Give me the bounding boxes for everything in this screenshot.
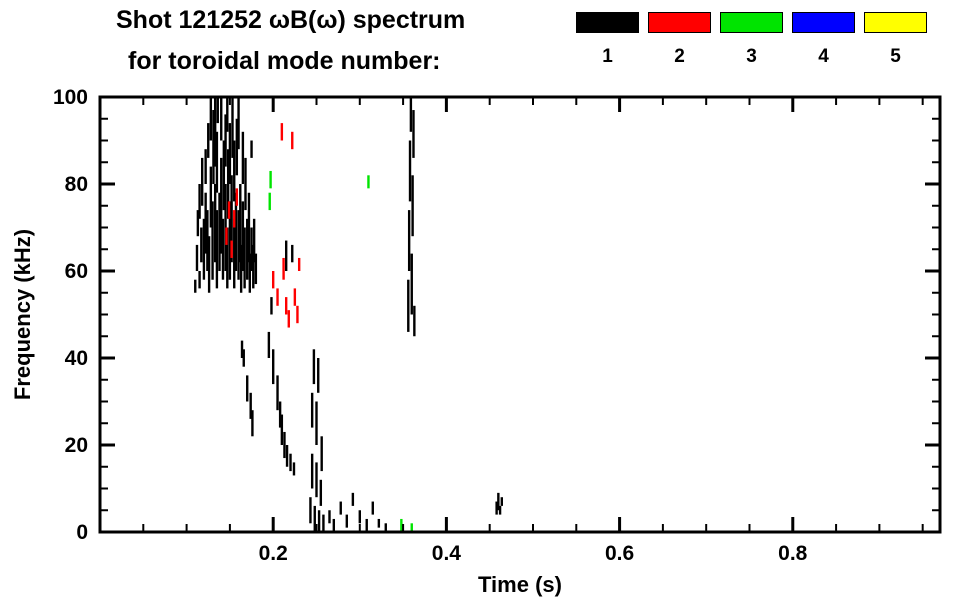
axes: 0.2 0.4 0.6 0.8 0 20 40 60 80 100 Time (s) Frequenc… [10, 86, 942, 597]
x-tick-label: 0.6 [605, 542, 634, 565]
x-tick-label: 0.4 [432, 542, 462, 565]
y-tick-label: 0 [76, 521, 88, 544]
y-tick-label: 20 [65, 434, 88, 457]
legend-color-box [864, 12, 927, 33]
legend-mode-number: 2 [674, 46, 685, 67]
y-tick-label: 100 [53, 86, 88, 109]
y-axis-label: Frequency (kHz) [10, 229, 35, 400]
y-tick-label: 40 [65, 347, 88, 370]
mode-legend: 1 2 3 4 5 [576, 12, 927, 68]
chart-title: Shot 121252 ωB(ω) spectrum [116, 6, 466, 34]
data-strokes [194, 97, 504, 532]
legend-item-n1: 1 [576, 12, 639, 68]
series-n=3 [268, 170, 413, 532]
y-tick-label: 80 [65, 173, 88, 196]
legend-color-box [792, 12, 855, 33]
legend-mode-number: 3 [746, 46, 757, 67]
legend-item-n5: 5 [864, 12, 927, 68]
legend-color-box [720, 12, 783, 33]
legend-color-box [576, 12, 639, 33]
x-tick-label: 0.2 [259, 542, 288, 565]
legend-mode-number: 1 [602, 46, 613, 67]
legend-item-n4: 4 [792, 12, 855, 68]
series-n=1 [194, 97, 504, 532]
x-axis-label: Time (s) [478, 572, 562, 597]
legend-mode-number: 5 [890, 46, 901, 67]
legend-mode-number: 4 [818, 46, 829, 67]
series-n=2 [225, 123, 301, 328]
legend-color-box [648, 12, 711, 33]
legend-item-n2: 2 [648, 12, 711, 68]
y-tick-label: 60 [65, 260, 88, 283]
x-tick-label: 0.8 [778, 542, 808, 565]
chart-subtitle: for toroidal mode number: [128, 47, 441, 75]
legend-item-n3: 3 [720, 12, 783, 68]
